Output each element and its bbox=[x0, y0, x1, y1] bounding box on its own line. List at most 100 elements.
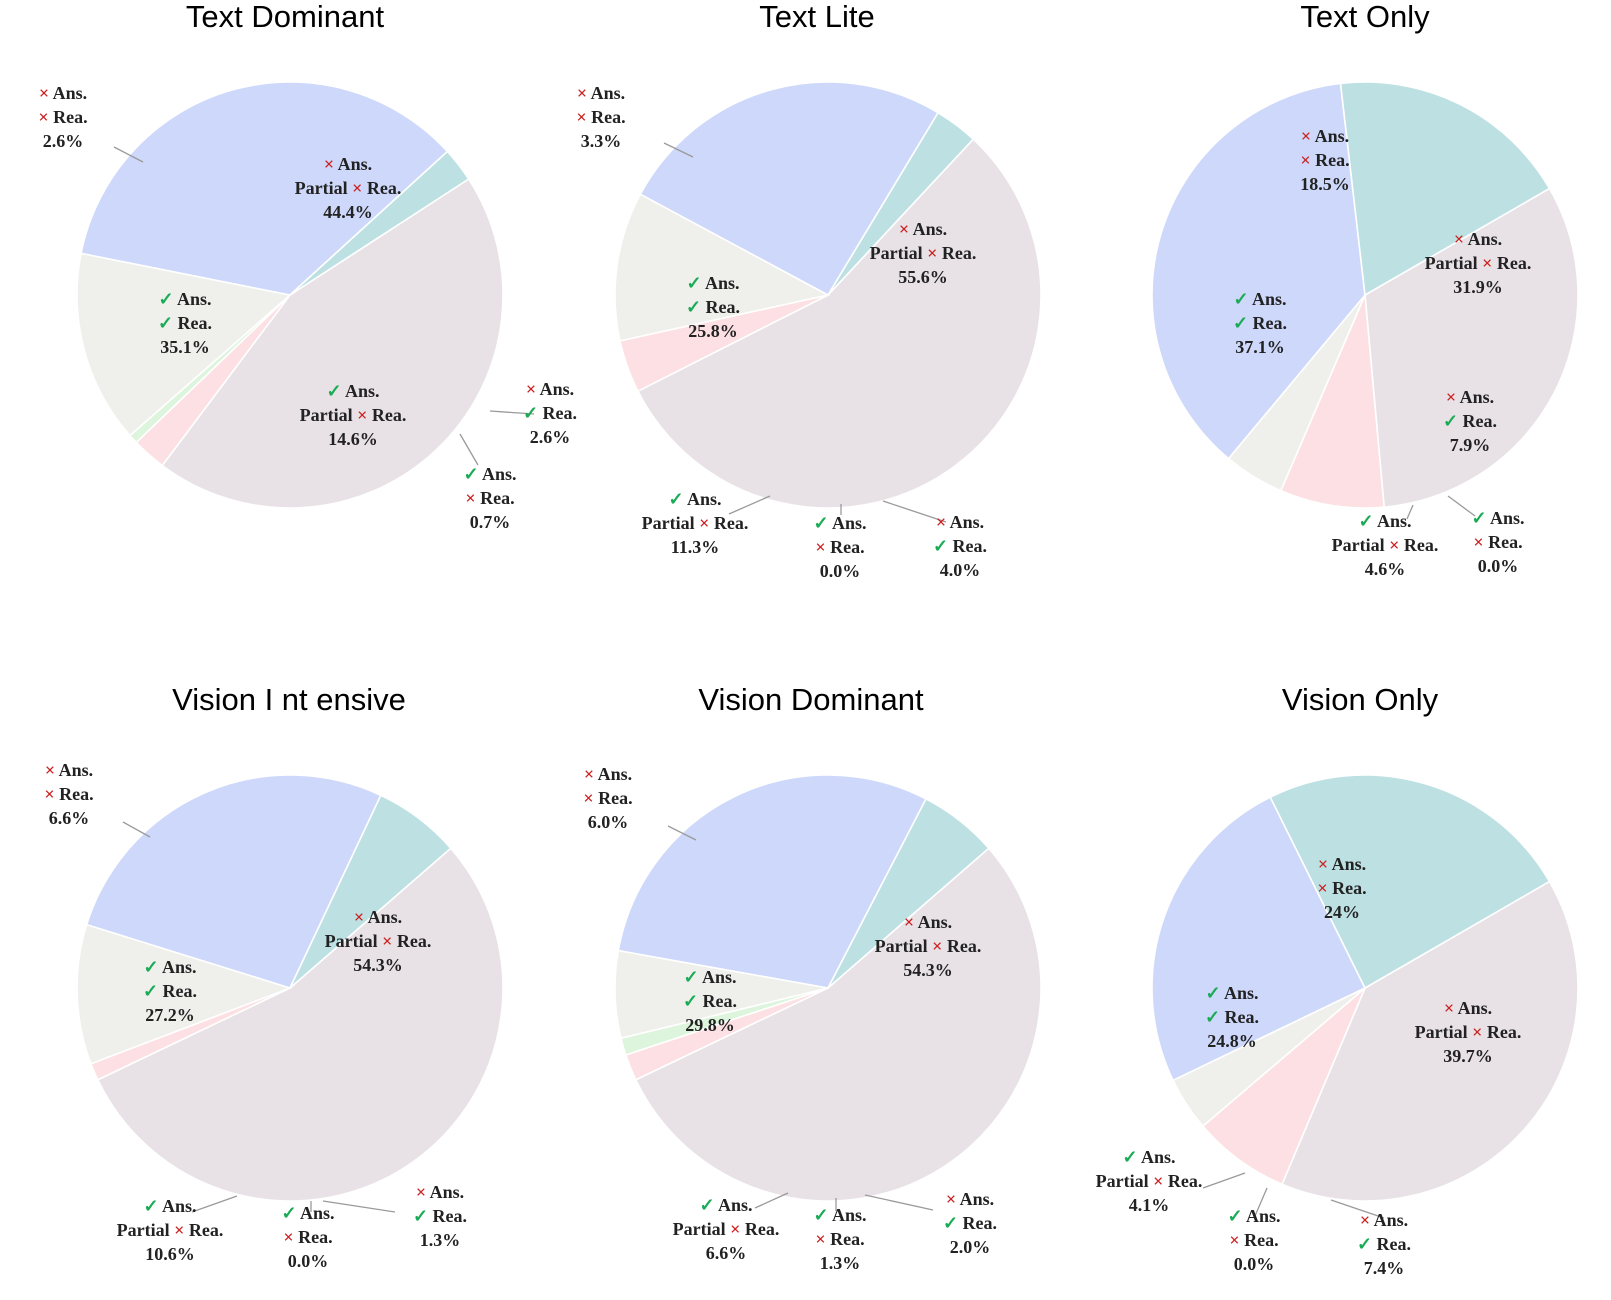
label-line: × Ans. bbox=[526, 379, 574, 399]
reasoning-text: Rea. bbox=[947, 936, 982, 956]
slice-percent: 18.5% bbox=[1300, 174, 1350, 194]
pie-slice-wrong-ans-partial-rea bbox=[96, 847, 504, 1202]
label-line: ✓ Ans. bbox=[1227, 1206, 1280, 1226]
chart-title: Text Only bbox=[1300, 0, 1430, 34]
label-line: × Ans. bbox=[1360, 1210, 1408, 1230]
answer-text: Ans. bbox=[338, 154, 373, 174]
leader-line bbox=[1330, 1199, 1385, 1219]
label-line: × Ans. bbox=[936, 512, 984, 532]
check-mark-icon: ✓ bbox=[813, 1205, 832, 1225]
slice-percent: 7.4% bbox=[1364, 1258, 1405, 1278]
slice-percent: 24.8% bbox=[1207, 1031, 1257, 1051]
answer-text: Ans. bbox=[960, 1189, 995, 1209]
label-line: Partial × Rea. bbox=[1425, 253, 1532, 273]
reasoning-text: Rea. bbox=[591, 107, 626, 127]
check-mark-icon: ✓ bbox=[1205, 1007, 1225, 1027]
reasoning-text: Rea. bbox=[163, 981, 198, 1001]
reasoning-text: Rea. bbox=[1497, 253, 1532, 273]
slice-label: ✓ Ans.× Rea.0.0% bbox=[281, 1203, 334, 1271]
check-mark-icon: ✓ bbox=[281, 1203, 300, 1223]
slice-label: ✓ Ans.✓ Rea.27.2% bbox=[143, 957, 197, 1025]
leader-line bbox=[489, 410, 535, 415]
cross-mark-icon: × bbox=[1317, 878, 1332, 898]
slice-label: ✓ Ans.× Rea.0.0% bbox=[813, 513, 866, 581]
cross-mark-icon: × bbox=[1482, 253, 1497, 273]
slice-label: ✓ Ans. Partial × Rea. 10.6% bbox=[117, 1196, 224, 1264]
reasoning-text: Rea. bbox=[830, 537, 865, 557]
reasoning-text: Rea. bbox=[1463, 411, 1498, 431]
slice-percent: 44.4% bbox=[323, 202, 373, 222]
pie-slice-wrong-ans-right-rea bbox=[1201, 987, 1366, 1186]
slice-label: × Ans.× Rea.6.6% bbox=[44, 760, 93, 828]
check-mark-icon: ✓ bbox=[326, 381, 345, 401]
check-mark-icon: ✓ bbox=[413, 1206, 433, 1226]
label-line: × Rea. bbox=[815, 537, 864, 557]
answer-text: Ans. bbox=[1252, 289, 1287, 309]
check-mark-icon: ✓ bbox=[933, 536, 953, 556]
cross-mark-icon: × bbox=[1229, 1230, 1244, 1250]
slice-percent: 0.0% bbox=[1478, 556, 1519, 576]
label-line: ✓ Ans. bbox=[699, 1195, 752, 1215]
answer-text: Ans. bbox=[540, 379, 575, 399]
slice-label: × Ans.× Rea.24% bbox=[1317, 854, 1366, 922]
slice-percent: 4.6% bbox=[1365, 559, 1406, 579]
reasoning-text: Rea. bbox=[189, 1220, 224, 1240]
slice-label: × Ans. ✓ Rea. 7.4% bbox=[1357, 1210, 1411, 1278]
label-line: ✓ Ans. bbox=[1358, 511, 1411, 531]
partial-text: Partial bbox=[1425, 253, 1482, 273]
reasoning-text: Rea. bbox=[1487, 1022, 1522, 1042]
slice-label: ✓ Ans. Partial × Rea. 14.6% bbox=[300, 381, 407, 449]
check-mark-icon: ✓ bbox=[1443, 411, 1463, 431]
cross-mark-icon: × bbox=[382, 931, 397, 951]
label-line: Partial × Rea. bbox=[1096, 1171, 1203, 1191]
pie-slice-wrong-ans-wrong-rea bbox=[827, 111, 975, 296]
cross-mark-icon: × bbox=[1389, 535, 1404, 555]
cross-mark-icon: × bbox=[932, 936, 947, 956]
cross-mark-icon: × bbox=[1473, 532, 1488, 552]
answer-text: Ans. bbox=[918, 912, 953, 932]
cross-mark-icon: × bbox=[1454, 229, 1468, 249]
check-mark-icon: ✓ bbox=[686, 273, 705, 293]
label-line: × Ans. bbox=[946, 1189, 994, 1209]
label-line: ✓ Ans. bbox=[463, 464, 516, 484]
label-line: × Ans. bbox=[577, 83, 625, 103]
label-line: ✓ Ans. bbox=[813, 1205, 866, 1225]
cross-mark-icon: × bbox=[904, 912, 918, 932]
reasoning-text: Rea. bbox=[1377, 1234, 1412, 1254]
leader-line bbox=[1254, 1187, 1268, 1217]
cross-mark-icon: × bbox=[1153, 1171, 1168, 1191]
label-line: × Ans. bbox=[584, 764, 632, 784]
pie-slice-right-ans-partial-rea bbox=[614, 193, 831, 342]
answer-text: Ans. bbox=[345, 381, 380, 401]
cross-mark-icon: × bbox=[936, 512, 950, 532]
slice-label: × Ans.× Rea.18.5% bbox=[1300, 126, 1350, 194]
partial-text: Partial bbox=[300, 405, 357, 425]
slice-label: × Ans. Partial × Rea. 31.9% bbox=[1425, 229, 1532, 297]
cross-mark-icon: × bbox=[1444, 998, 1458, 1018]
slice-label: ✓ Ans.× Rea.1.3% bbox=[813, 1205, 866, 1273]
answer-text: Ans. bbox=[177, 289, 212, 309]
label-line: ✓ Rea. bbox=[943, 1213, 997, 1233]
chart-title: Vision Only bbox=[1282, 682, 1439, 717]
cross-mark-icon: × bbox=[577, 83, 591, 103]
label-line: Partial × Rea. bbox=[1415, 1022, 1522, 1042]
pie-slice-right-ans-right-rea bbox=[1151, 796, 1367, 1082]
reasoning-text: Rea. bbox=[178, 313, 213, 333]
leader-line bbox=[191, 1195, 238, 1213]
label-line: ✓ Ans. bbox=[1471, 508, 1524, 528]
slice-label: × Ans. ✓ Rea. 2.6% bbox=[523, 379, 577, 447]
pie-slice-right-ans-partial-rea bbox=[76, 923, 293, 1065]
cross-mark-icon: × bbox=[899, 219, 913, 239]
reasoning-text: Rea. bbox=[706, 297, 741, 317]
slice-percent: 4.0% bbox=[940, 560, 981, 580]
label-line: Partial × Rea. bbox=[870, 243, 977, 263]
slice-label: × Ans. Partial × Rea. 54.3% bbox=[325, 907, 432, 975]
slice-label: ✓ Ans.× Rea.0.0% bbox=[1227, 1206, 1280, 1274]
leader-line bbox=[113, 146, 144, 163]
answer-text: Ans. bbox=[1458, 998, 1493, 1018]
slice-label: ✓ Ans.✓ Rea.25.8% bbox=[686, 273, 740, 341]
slice-percent: 37.1% bbox=[1235, 337, 1285, 357]
reasoning-text: Rea. bbox=[1168, 1171, 1203, 1191]
answer-text: Ans. bbox=[59, 760, 94, 780]
reasoning-text: Rea. bbox=[372, 405, 407, 425]
